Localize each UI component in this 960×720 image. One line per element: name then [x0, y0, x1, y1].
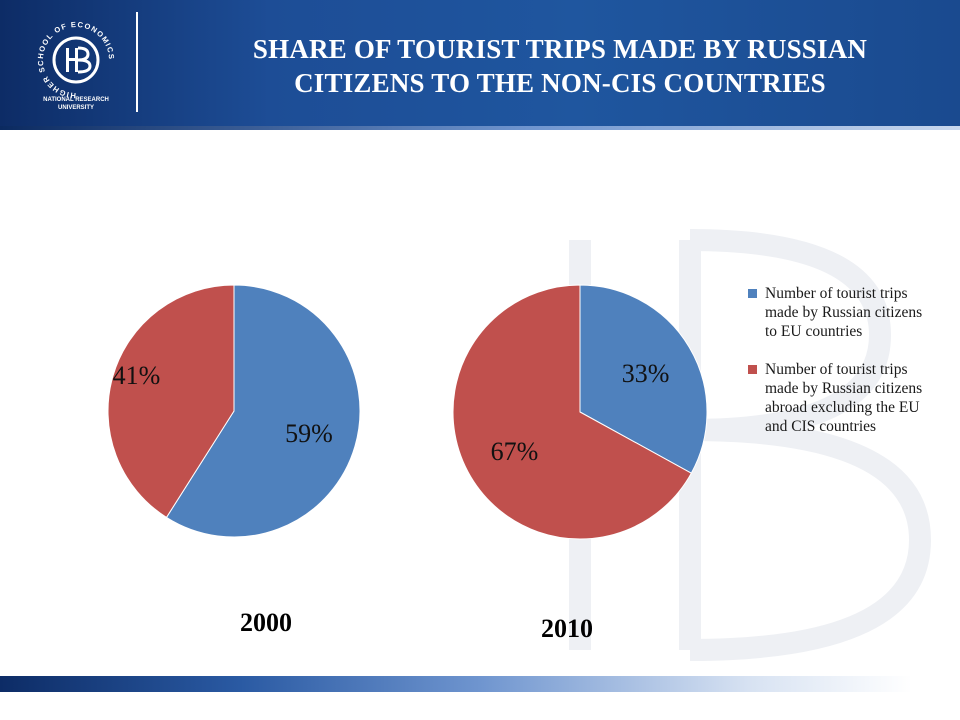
pie-slice-2010-eu: [579, 284, 708, 474]
legend-swatch-other: [748, 365, 757, 374]
legend-item-eu: Number of tourist trips made by Russian …: [748, 284, 938, 341]
logo-emblem-icon: HIGHER SCHOOL OF ECONOMICS: [36, 20, 115, 100]
footer-bar: [0, 676, 960, 692]
chart-legend: Number of tourist trips made by Russian …: [748, 284, 938, 455]
chart-title-2000: 2000: [240, 608, 292, 637]
pie-slice-2000-other: [107, 284, 235, 519]
logo-divider: [136, 12, 138, 112]
data-label-2000-other: 41%: [113, 361, 161, 390]
title-line1: SHARE OF TOURIST TRIPS MADE BY RUSSIAN: [252, 34, 868, 64]
legend-label-other: Number of tourist trips made by Russian …: [765, 361, 923, 435]
logo-caption: NATIONAL RESEARCH UNIVERSITY: [28, 96, 124, 112]
legend-item-other: Number of tourist trips made by Russian …: [748, 360, 938, 436]
page-title: SHARE OF TOURIST TRIPS MADE BY RUSSIAN C…: [160, 32, 960, 100]
data-label-2000-eu: 59%: [285, 419, 333, 448]
data-label-2010-other: 67%: [491, 437, 539, 466]
pie-chart-2000: 59% 41%: [107, 284, 361, 538]
logo-caption-line2: UNIVERSITY: [57, 105, 94, 111]
legend-swatch-eu: [748, 289, 757, 298]
legend-label-eu: Number of tourist trips made by Russian …: [765, 285, 923, 340]
header-banner: HIGHER SCHOOL OF ECONOMICS NATIONAL RESE…: [0, 0, 960, 126]
header-underline: [0, 126, 960, 130]
data-label-2010-eu: 33%: [622, 359, 670, 388]
pie-chart-2010: 33% 67%: [452, 284, 708, 540]
university-logo: HIGHER SCHOOL OF ECONOMICS: [22, 10, 130, 120]
chart-title-2010: 2010: [541, 614, 593, 643]
title-line2: CITIZENS TO THE NON-CIS COUNTRIES: [294, 68, 826, 98]
logo-caption-line1: NATIONAL RESEARCH: [43, 97, 109, 103]
pie-slice-2000-eu: [165, 284, 361, 538]
pie-slice-2010-other: [452, 284, 692, 540]
